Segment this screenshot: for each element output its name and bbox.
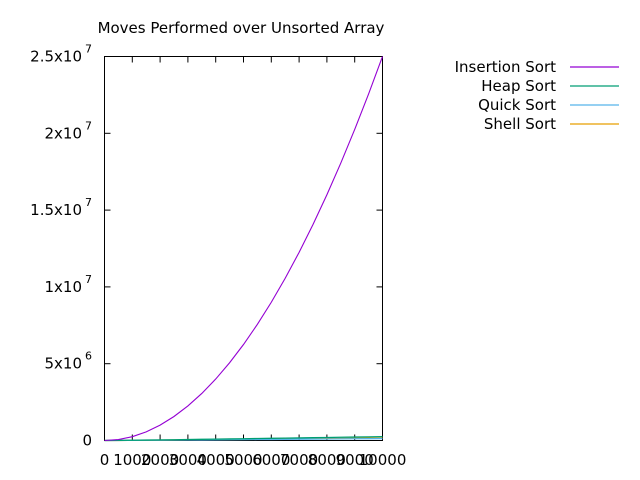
x-tick-label: 2000 bbox=[141, 451, 179, 469]
y-tick-label: 2.5x10 7 bbox=[30, 43, 92, 66]
series-layer bbox=[104, 56, 384, 442]
x-tick-label: 3000 bbox=[169, 451, 207, 469]
legend-label: Shell Sort bbox=[484, 115, 556, 133]
x-tick-label: 8000 bbox=[308, 451, 346, 469]
legend-label: Insertion Sort bbox=[455, 58, 557, 76]
plot-frame bbox=[104, 56, 383, 441]
series-line-heap-sort bbox=[104, 435, 383, 442]
x-tick-label: 4000 bbox=[197, 451, 235, 469]
x-tick-label: 0 bbox=[100, 451, 110, 469]
x-tick-label: 7000 bbox=[280, 451, 318, 469]
series-line-insertion-sort bbox=[104, 56, 384, 442]
legend-label: Heap Sort bbox=[481, 77, 556, 95]
legend-label: Quick Sort bbox=[478, 96, 556, 114]
x-tick-label: 1000 bbox=[113, 451, 151, 469]
x-tick-label: 6000 bbox=[252, 451, 290, 469]
y-axis: 0 5x10 6 1x10 7 1.5x10 7 2x10 7 2.5x10 7 bbox=[30, 43, 383, 450]
x-tick-label: 10000 bbox=[359, 451, 407, 469]
y-tick-label: 5x10 6 bbox=[44, 350, 92, 373]
x-tick-label: 9000 bbox=[336, 451, 374, 469]
chart-title: Moves Performed over Unsorted Array bbox=[98, 19, 385, 37]
y-tick-label: 1x10 7 bbox=[44, 273, 92, 296]
x-axis: 0 100020003000400050006000700080009000100… bbox=[100, 56, 407, 469]
y-tick-label: 0 bbox=[82, 432, 92, 450]
y-tick-label: 1.5x10 7 bbox=[30, 196, 92, 219]
y-tick-label: 2x10 7 bbox=[44, 119, 92, 142]
x-tick-label: 5000 bbox=[224, 451, 262, 469]
